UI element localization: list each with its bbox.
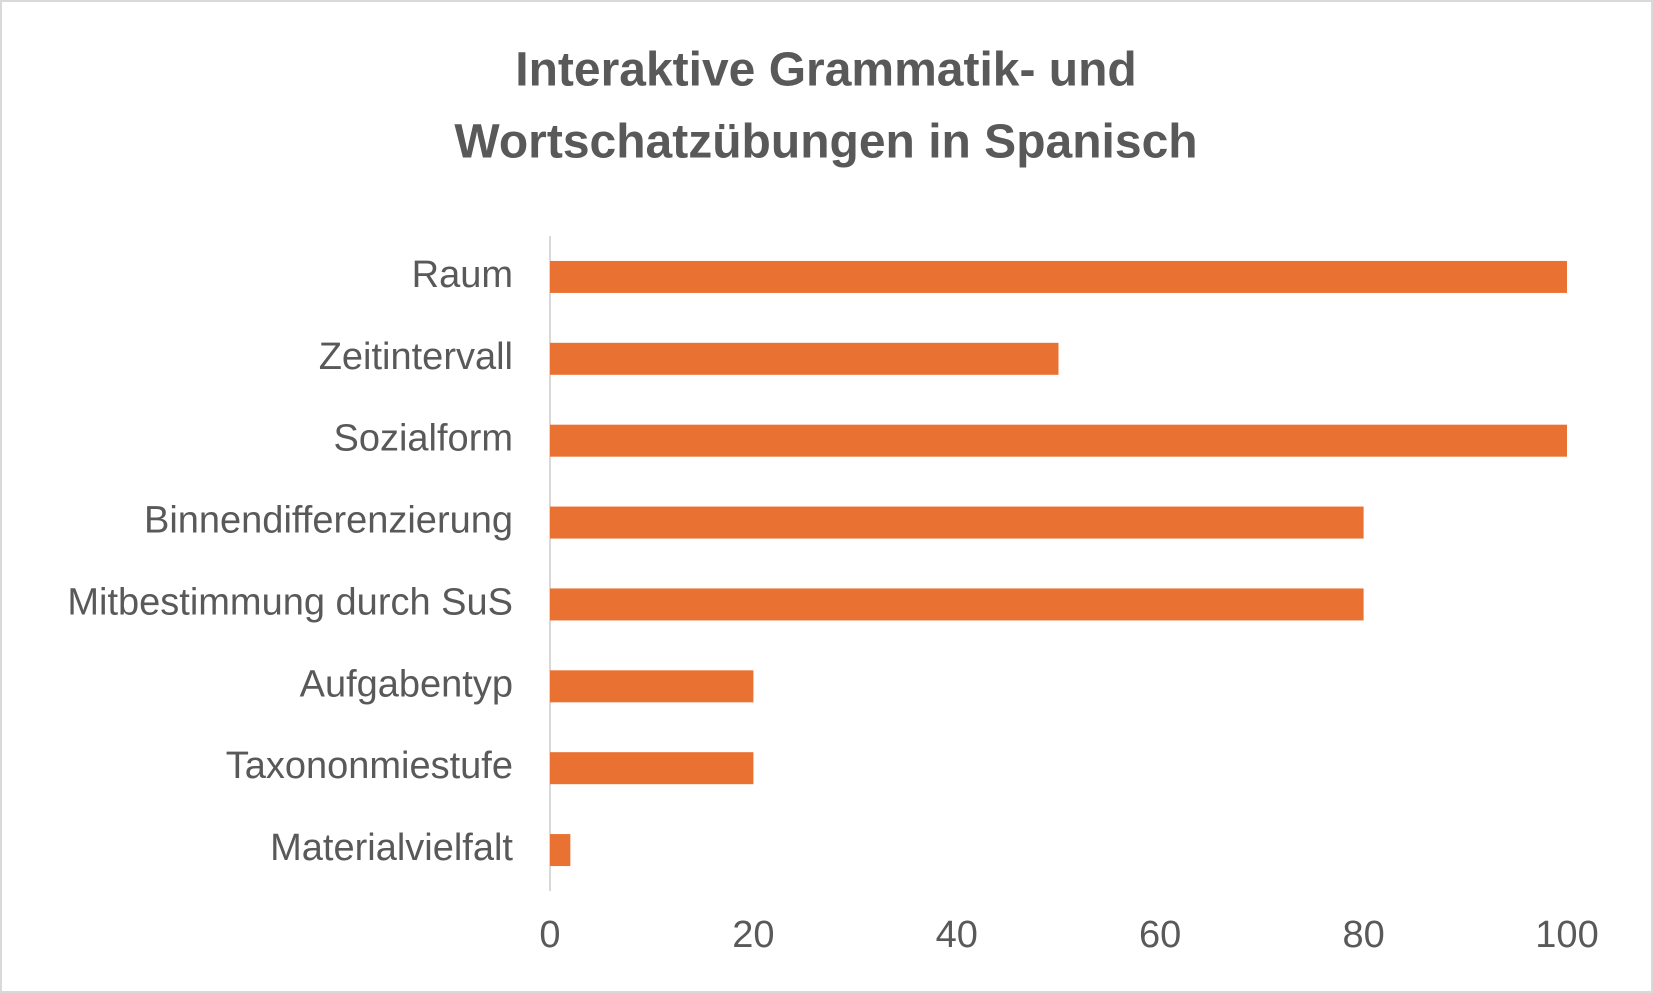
bar (550, 834, 571, 867)
chart-title: Wortschatzübungen in Spanisch (454, 116, 1197, 169)
bar (550, 424, 1567, 457)
y-tick-label: Binnendifferenzierung (144, 500, 513, 542)
y-tick-label: Mitbestimmung durch SuS (67, 581, 513, 623)
x-tick-label: 40 (936, 914, 978, 956)
bar (550, 588, 1364, 621)
y-tick-label: Materialvielfalt (270, 827, 513, 869)
x-tick-label: 60 (1139, 914, 1181, 956)
x-tick-label: 20 (732, 914, 774, 956)
y-tick-label: Zeitintervall (319, 336, 513, 378)
y-tick-label: Sozialform (334, 418, 514, 460)
bar (550, 506, 1364, 539)
x-tick-label: 80 (1342, 914, 1384, 956)
chart-title: Interaktive Grammatik- und (515, 44, 1137, 97)
y-tick-label: Aufgabentyp (300, 663, 513, 705)
bar (550, 260, 1567, 293)
x-tick-label: 100 (1535, 914, 1598, 956)
x-tick-label: 0 (539, 914, 560, 956)
y-tick-label: Raum (412, 254, 513, 296)
y-tick-label: Taxononmiestufe (226, 745, 513, 787)
bar (550, 670, 754, 703)
bar (550, 342, 1059, 375)
bar (550, 752, 754, 785)
